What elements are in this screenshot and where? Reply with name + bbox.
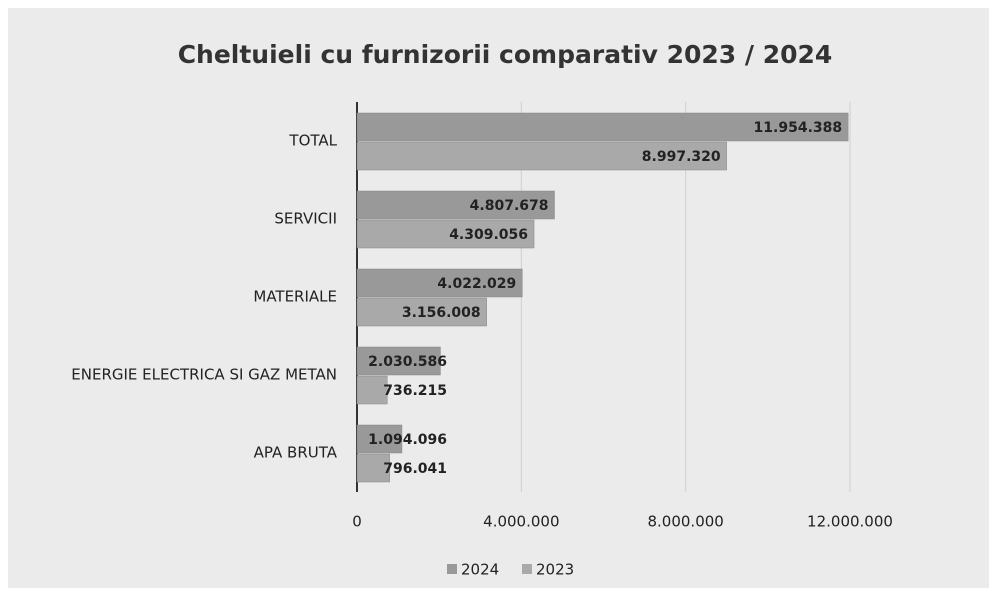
data-label: 796.041	[383, 461, 447, 477]
bar	[356, 141, 727, 171]
bar	[356, 424, 403, 454]
legend-label: 2023	[536, 561, 574, 579]
y-tick-label: SERVICII	[274, 210, 337, 228]
bar	[356, 190, 555, 220]
data-label: 3.156.008	[402, 305, 481, 321]
bar	[356, 346, 441, 376]
chart-title: Cheltuieli cu furnizorii comparativ 2023…	[178, 40, 833, 69]
bar	[356, 268, 523, 298]
x-tick-label: 8.000.000	[647, 513, 723, 531]
bar	[356, 219, 535, 249]
x-tick-label: 4.000.000	[483, 513, 559, 531]
x-tick-label: 0	[352, 513, 362, 531]
bar	[356, 297, 487, 327]
legend-label: 2024	[461, 561, 499, 579]
y-tick-label: APA BRUTA	[254, 444, 338, 462]
y-tick-label: MATERIALE	[253, 288, 337, 306]
data-label: 11.954.388	[754, 120, 843, 136]
x-tick-label: 12.000.000	[807, 513, 893, 531]
bar	[356, 112, 849, 142]
y-tick-label: TOTAL	[288, 132, 337, 150]
data-label: 1.094.096	[368, 432, 447, 448]
y-tick-label: ENERGIE ELECTRICA SI GAZ METAN	[71, 366, 337, 384]
data-label: 4.022.029	[437, 276, 516, 292]
data-label: 2.030.586	[368, 354, 447, 370]
data-label: 736.215	[383, 383, 447, 399]
data-label: 4.309.056	[449, 227, 528, 243]
chart-background	[8, 8, 989, 588]
legend-swatch	[522, 564, 532, 574]
legend-swatch	[447, 564, 457, 574]
bar	[356, 375, 388, 405]
bar	[356, 453, 390, 483]
data-label: 8.997.320	[642, 149, 721, 165]
data-label: 4.807.678	[470, 198, 549, 214]
